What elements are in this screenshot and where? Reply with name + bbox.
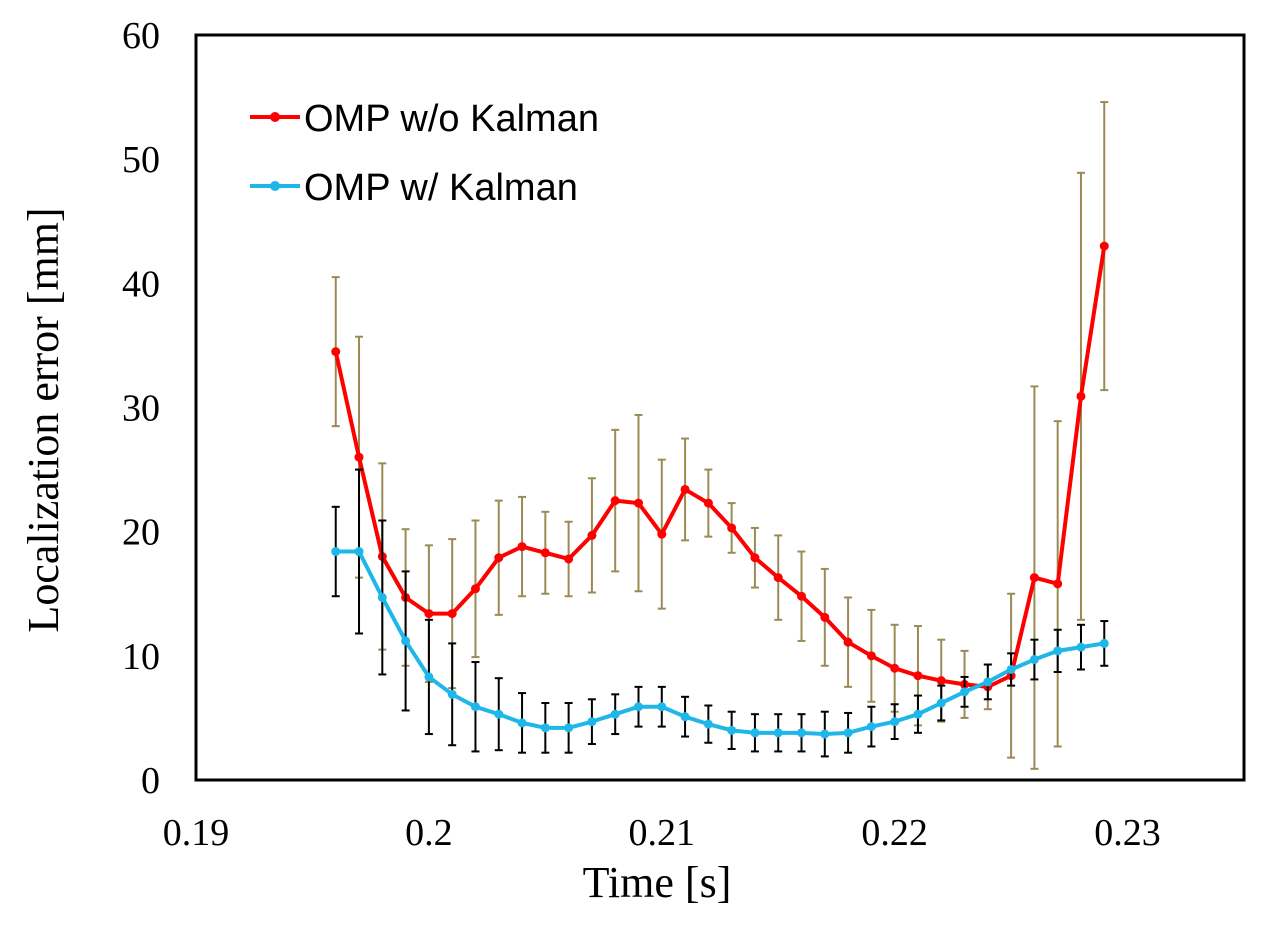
data-point — [377, 592, 387, 602]
plot-frame — [194, 33, 1246, 782]
y-tick-label: 40 — [122, 263, 160, 305]
data-point — [610, 496, 620, 506]
data-point — [447, 609, 457, 619]
data-point — [657, 529, 667, 539]
y-axis-title: Localization error [mm] — [19, 207, 68, 632]
data-point — [424, 609, 434, 619]
data-point — [797, 728, 807, 738]
data-point — [843, 637, 853, 647]
data-point — [773, 728, 783, 738]
data-point — [564, 723, 574, 733]
data-point — [727, 523, 737, 533]
y-tick-label: 50 — [122, 139, 160, 181]
x-tick-label: 0.22 — [861, 812, 928, 854]
series-layer — [331, 101, 1109, 770]
data-point — [936, 698, 946, 708]
data-point — [773, 573, 783, 583]
data-point — [354, 452, 364, 462]
data-point — [913, 671, 923, 681]
data-point — [540, 548, 550, 558]
y-tick-label: 10 — [122, 636, 160, 678]
data-point — [843, 728, 853, 738]
data-point — [447, 689, 457, 699]
data-point — [657, 702, 667, 712]
markers-omp-with-kalman — [331, 547, 1109, 739]
data-point — [750, 553, 760, 563]
data-point — [633, 702, 643, 712]
data-point — [470, 584, 480, 594]
x-tick-label: 0.21 — [629, 812, 696, 854]
data-point — [1053, 646, 1063, 656]
y-axis-ticks: 0 10 20 30 40 50 60 — [122, 15, 160, 802]
data-point — [1053, 579, 1063, 589]
y-tick-label: 60 — [122, 15, 160, 57]
data-point — [633, 498, 643, 508]
data-point — [703, 498, 713, 508]
x-tick-label: 0.23 — [1094, 812, 1161, 854]
legend-marker-omp-without-kalman — [270, 112, 280, 122]
data-point — [401, 636, 411, 646]
legend-item-omp-without-kalman: OMP w/o Kalman — [250, 98, 599, 140]
data-point — [913, 709, 923, 719]
data-point — [564, 554, 574, 564]
data-point — [960, 687, 970, 697]
data-point — [494, 553, 504, 563]
data-point — [983, 677, 993, 687]
data-point — [517, 718, 527, 728]
y-tick-label: 0 — [141, 760, 160, 802]
series-omp-with-kalman — [331, 468, 1109, 758]
x-axis-title: Time [s] — [583, 858, 732, 907]
markers-omp-without-kalman — [331, 241, 1109, 692]
data-point — [680, 484, 690, 494]
data-point — [680, 712, 690, 722]
data-point — [540, 723, 550, 733]
legend-label-omp-without-kalman: OMP w/o Kalman — [304, 98, 599, 140]
data-point — [1006, 664, 1016, 674]
data-point — [331, 547, 341, 557]
data-point — [331, 347, 341, 357]
data-point — [820, 729, 830, 739]
data-point — [820, 612, 830, 622]
x-tick-label: 0.2 — [405, 812, 453, 854]
data-point — [587, 717, 597, 727]
legend: OMP w/o Kalman OMP w/ Kalman — [250, 98, 599, 209]
data-point — [424, 672, 434, 682]
data-point — [587, 530, 597, 540]
y-tick-label: 20 — [122, 512, 160, 554]
data-point — [750, 728, 760, 738]
data-point — [866, 722, 876, 732]
data-point — [1099, 638, 1109, 648]
data-point — [1029, 655, 1039, 665]
legend-label-omp-with-kalman: OMP w/ Kalman — [304, 167, 578, 209]
data-point — [703, 719, 713, 729]
data-point — [1029, 573, 1039, 583]
data-point — [936, 676, 946, 686]
series-line-omp-with-kalman — [335, 549, 1105, 737]
legend-item-omp-with-kalman: OMP w/ Kalman — [250, 167, 578, 209]
data-point — [866, 651, 876, 661]
data-point — [727, 725, 737, 735]
series-line-omp-without-kalman — [333, 245, 1107, 689]
data-point — [1099, 241, 1109, 251]
data-point — [354, 547, 364, 557]
y-tick-label: 30 — [122, 388, 160, 430]
data-point — [494, 709, 504, 719]
data-point — [890, 663, 900, 673]
data-point — [1076, 642, 1086, 652]
data-point — [890, 717, 900, 727]
data-point — [470, 702, 480, 712]
x-tick-label: 0.19 — [163, 812, 230, 854]
data-point — [517, 542, 527, 552]
data-point — [1076, 391, 1086, 401]
legend-marker-omp-with-kalman — [270, 181, 280, 191]
x-axis-ticks: 0.19 0.2 0.21 0.22 0.23 — [163, 812, 1161, 854]
data-point — [610, 709, 620, 719]
data-point — [797, 591, 807, 601]
